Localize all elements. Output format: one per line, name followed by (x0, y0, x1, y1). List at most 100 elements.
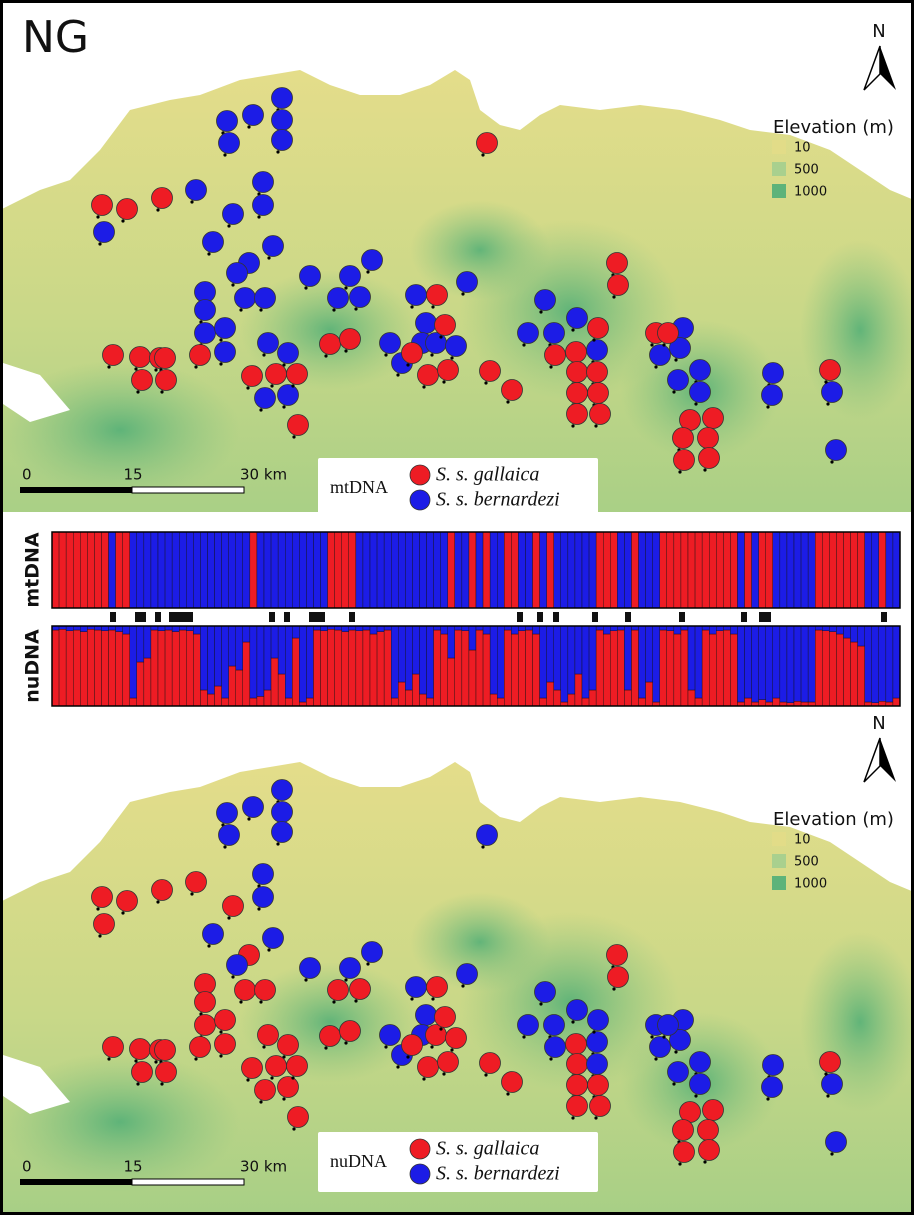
nu-bar-bernardezi (243, 626, 250, 642)
sample-point (588, 1075, 609, 1096)
mt-bar (391, 532, 398, 608)
legend-swatch (772, 140, 786, 154)
mt-bar (540, 532, 547, 608)
site-dot (354, 307, 357, 310)
site-dot (442, 1072, 445, 1075)
nu-bar-bernardezi (144, 626, 151, 658)
sample-point (300, 266, 321, 287)
sample-point (320, 334, 341, 355)
nu-bar-gallaica (66, 631, 73, 706)
sample-point (650, 345, 671, 366)
site-dot (678, 470, 681, 473)
sample-point (263, 928, 284, 949)
mt-bar (737, 532, 744, 608)
site-dot (592, 1030, 595, 1033)
site-dot (239, 308, 242, 311)
nu-bar-gallaica (688, 690, 695, 706)
nu-bar-gallaica (822, 631, 829, 706)
scale-label: 15 (123, 1158, 142, 1176)
mt-bar (412, 532, 419, 608)
sample-point (567, 362, 588, 383)
mt-bar (829, 532, 836, 608)
mt-bar (865, 532, 872, 608)
nu-bar-gallaica (229, 666, 236, 706)
mt-bar (398, 532, 405, 608)
sample-point (438, 1052, 459, 1073)
mt-bar (815, 532, 822, 608)
nu-bar-gallaica (893, 698, 900, 706)
nu-bar-gallaica (186, 631, 193, 706)
site-dot (262, 353, 265, 356)
mt-bar (773, 532, 780, 608)
nu-bar-gallaica (222, 698, 229, 706)
sample-point (266, 1056, 287, 1077)
site-dot (481, 845, 484, 848)
nu-bar-gallaica (384, 630, 391, 706)
sample-point (156, 370, 177, 391)
nu-bar-bernardezi (412, 626, 419, 674)
mt-bar (836, 532, 843, 608)
nu-bar-bernardezi (229, 626, 236, 666)
sample-point (446, 336, 467, 357)
nu-bar-gallaica (151, 630, 158, 706)
sample-point (457, 964, 478, 985)
mt-bar (363, 532, 370, 608)
nu-bar-gallaica (497, 698, 504, 706)
legend-label: 500 (794, 855, 819, 870)
sample-point (255, 980, 276, 1001)
sample-point (535, 290, 556, 311)
site-dot (160, 1082, 163, 1085)
nu-bar-bernardezi (582, 626, 589, 698)
site-dot (396, 1065, 399, 1068)
sample-point (227, 263, 248, 284)
nu-bar-bernardezi (695, 626, 702, 698)
nu-bar-bernardezi (893, 626, 900, 698)
site-dot (259, 1100, 262, 1103)
sample-point (155, 348, 176, 369)
site-dot (276, 842, 279, 845)
sample-point (362, 942, 383, 963)
nu-bar-bernardezi (427, 626, 434, 698)
sample-flag (349, 612, 355, 622)
sample-point (826, 1132, 847, 1153)
marker-legend-title: nuDNA (330, 1151, 387, 1171)
site-dot (571, 1020, 574, 1023)
sample-point (278, 1077, 299, 1098)
nu-bar-gallaica (59, 629, 66, 706)
nu-bar-bernardezi (780, 626, 787, 702)
mt-bar (158, 532, 165, 608)
site-dot (384, 353, 387, 356)
nu-bar-bernardezi (469, 626, 476, 650)
sample-point (567, 404, 588, 425)
nu-bar-gallaica (73, 630, 80, 706)
nu-bar-bernardezi (137, 626, 144, 662)
sample-point (92, 195, 113, 216)
marker-legend-label: S. s. gallaica (436, 1138, 539, 1160)
sample-point (545, 345, 566, 366)
mt-bar (313, 532, 320, 608)
site-dot (674, 1050, 677, 1053)
nu-bar-gallaica (335, 630, 342, 706)
nu-bar-gallaica (851, 642, 858, 706)
sample-point (190, 1037, 211, 1058)
site-dot (134, 367, 137, 370)
sample-point (263, 236, 284, 257)
sample-point (272, 130, 293, 151)
nu-bar-gallaica (745, 698, 752, 706)
nu-bar-bernardezi (787, 626, 794, 703)
sample-point (763, 363, 784, 384)
sample-point (567, 1096, 588, 1117)
nu-bar-gallaica (540, 698, 547, 706)
site-dot (406, 363, 409, 366)
mt-bar (794, 532, 801, 608)
nu-bar-gallaica (554, 690, 561, 706)
site-dot (304, 286, 307, 289)
sample-point (255, 1080, 276, 1101)
nu-bar-bernardezi (257, 626, 264, 696)
mt-bar (222, 532, 229, 608)
sample-point (567, 1075, 588, 1096)
mt-bar (759, 532, 766, 608)
sample-point (608, 275, 629, 296)
mt-bar (299, 532, 306, 608)
sample-point (457, 272, 478, 293)
